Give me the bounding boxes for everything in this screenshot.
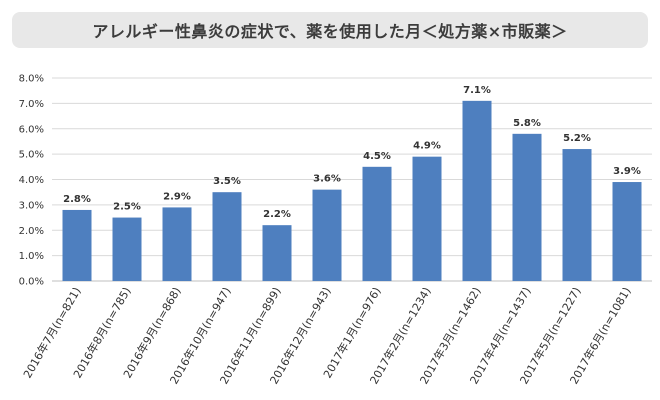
y-tick-label: 3.0% (19, 200, 44, 211)
x-tick-label: 2016年8月(n=785) (70, 285, 134, 381)
y-tick-label: 2.0% (19, 226, 44, 237)
data-label: 4.9% (413, 141, 441, 152)
y-tick-label: 8.0% (19, 74, 44, 85)
bar (62, 209, 92, 281)
y-tick-label: 6.0% (19, 124, 44, 135)
data-label: 4.5% (363, 151, 391, 162)
data-label: 3.9% (613, 166, 641, 177)
data-label: 5.2% (563, 133, 591, 144)
bar (262, 225, 292, 281)
data-label: 2.2% (263, 209, 291, 220)
bar (212, 192, 242, 281)
bar (562, 149, 592, 281)
data-label: 3.5% (213, 176, 241, 187)
bar (162, 207, 192, 281)
chart-title-band: アレルギー性鼻炎の症状で、薬を使用した月＜処方薬×市販薬＞ (12, 12, 648, 48)
data-label: 2.8% (63, 194, 91, 205)
data-label: 7.1% (463, 85, 491, 96)
bar (412, 156, 442, 281)
y-tick-label: 1.0% (19, 251, 44, 262)
bar (112, 217, 142, 281)
data-label: 2.5% (113, 202, 141, 213)
x-tick-label: 2016年7月(n=821) (20, 285, 84, 381)
data-label: 2.9% (163, 191, 191, 202)
y-tick-label: 7.0% (19, 99, 44, 110)
data-label: 3.6% (313, 174, 341, 185)
y-tick-label: 0.0% (19, 277, 44, 288)
bar (362, 166, 392, 281)
y-tick-label: 4.0% (19, 175, 44, 186)
chart-title: アレルギー性鼻炎の症状で、薬を使用した月＜処方薬×市販薬＞ (92, 22, 568, 41)
data-label: 5.8% (513, 118, 541, 129)
y-tick-label: 5.0% (19, 150, 44, 161)
x-tick-label: 2016年9月(n=868) (120, 285, 184, 381)
bar (612, 182, 642, 281)
x-tick-label: 2017年1月(n=976) (320, 285, 384, 381)
bar (462, 100, 492, 282)
bar (512, 133, 542, 281)
bar (312, 189, 342, 281)
